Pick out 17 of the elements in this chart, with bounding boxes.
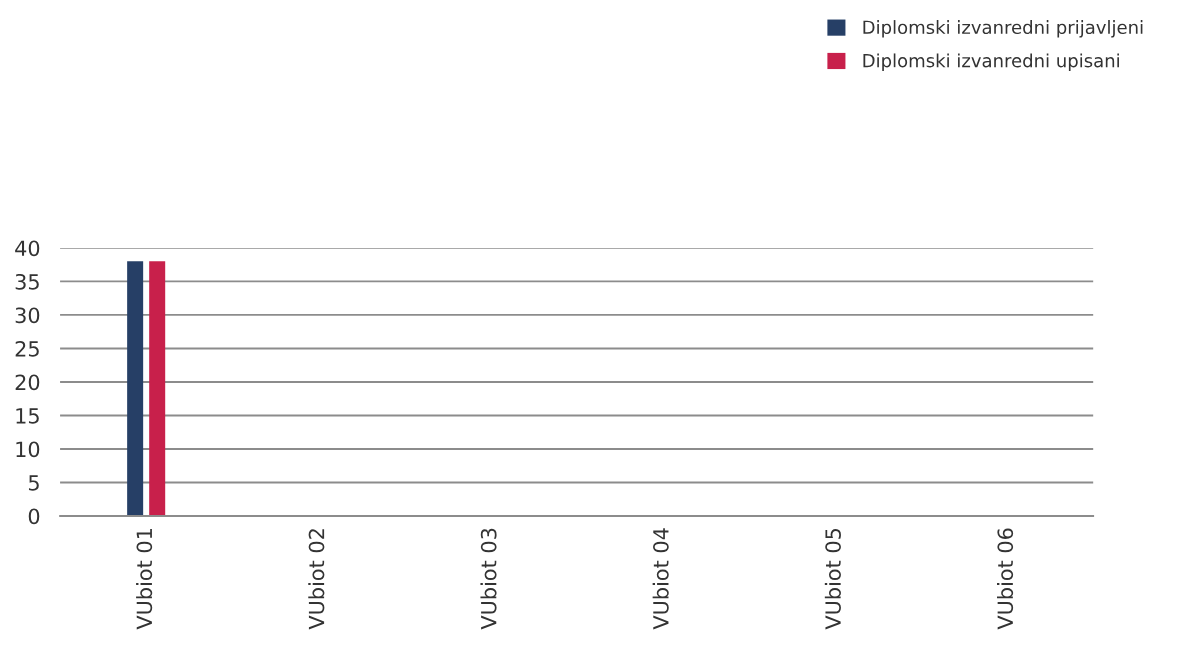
x-tick-label: VUbiot 06 — [997, 528, 1014, 630]
y-tick-label: 30 — [15, 307, 40, 324]
x-tick-label: VUbiot 01 — [136, 529, 153, 630]
y-tick-label: 20 — [15, 374, 40, 391]
y-tick-label: 10 — [16, 441, 40, 458]
x-tick-label: VUbiot 02 — [308, 529, 325, 630]
x-tick-label: VUbiot 04 — [652, 528, 669, 630]
x-tick-label: VUbiot 05 — [824, 528, 841, 630]
x-tick-label: VUbiot 03 — [480, 528, 497, 630]
y-tick-label: 0 — [28, 508, 40, 525]
y-tick-label: 25 — [15, 340, 39, 357]
legend-label: Diplomski izvanredni prijavljeni — [863, 20, 1143, 38]
y-tick-label: 5 — [28, 475, 39, 491]
y-tick-label: 40 — [15, 240, 40, 257]
legend-label: Diplomski izvanredni upisani — [863, 53, 1119, 71]
y-tick-label: 35 — [15, 273, 39, 290]
y-tick-label: 15 — [16, 408, 39, 424]
